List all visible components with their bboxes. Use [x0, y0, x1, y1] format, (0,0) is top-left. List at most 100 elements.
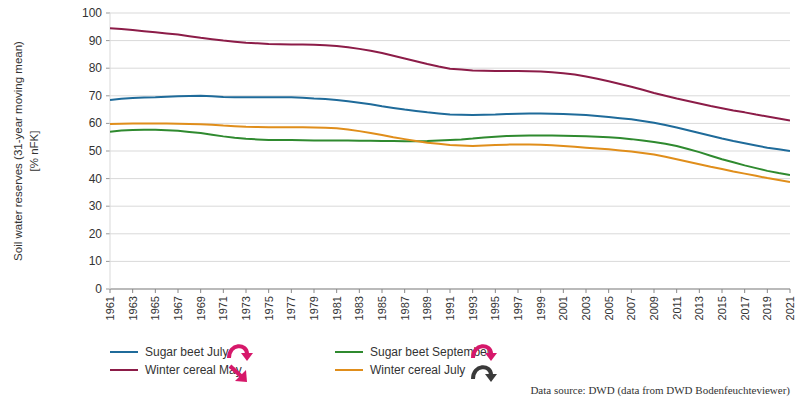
x-tick-label: 1985 — [376, 296, 388, 320]
legend-swatch — [110, 369, 138, 371]
x-tick — [336, 289, 337, 293]
x-tick — [268, 289, 269, 293]
x-tick-label: 2003 — [580, 296, 592, 320]
x-tick — [472, 289, 473, 293]
y-tick-label: 90 — [89, 34, 103, 48]
y-tick-label: 0 — [95, 282, 102, 296]
x-tick — [518, 289, 519, 293]
y-axis-label: Soil water reserves (31-year moving mean… — [12, 41, 24, 261]
y-tick — [106, 68, 110, 69]
x-tick — [722, 289, 723, 293]
x-tick — [495, 289, 496, 293]
x-tick-label: 2011 — [671, 296, 683, 320]
grid-line — [110, 233, 790, 234]
x-tick — [676, 289, 677, 293]
legend-label: Winter cereal July — [370, 363, 465, 377]
x-tick-label: 1975 — [263, 296, 275, 320]
legend-label: Sugar beet September — [370, 345, 491, 359]
x-tick-label: 1995 — [489, 296, 501, 320]
x-tick — [427, 289, 428, 293]
x-tick-label: 1981 — [331, 296, 343, 320]
grid-line — [110, 178, 790, 179]
legend-swatch — [335, 351, 363, 353]
x-tick — [608, 289, 609, 293]
x-tick — [404, 289, 405, 293]
x-tick — [132, 289, 133, 293]
series-line — [110, 28, 790, 120]
x-tick-label: 2005 — [603, 296, 615, 320]
x-tick — [155, 289, 156, 293]
x-tick-label: 1989 — [421, 296, 433, 320]
x-tick-label: 1963 — [127, 296, 139, 320]
chart: 0102030405060708090100196119631965196719… — [0, 0, 800, 400]
x-tick-label: 1997 — [512, 296, 524, 320]
y-tick-label: 20 — [89, 227, 103, 241]
x-tick — [790, 289, 791, 293]
grid-line — [110, 40, 790, 41]
x-tick — [314, 289, 315, 293]
x-tick — [246, 289, 247, 293]
y-tick-label: 50 — [89, 144, 103, 158]
x-tick-label: 2015 — [716, 296, 728, 320]
x-tick — [223, 289, 224, 293]
y-tick — [106, 178, 110, 179]
y-tick — [106, 289, 110, 290]
grid-line — [110, 206, 790, 207]
grid-line — [110, 13, 790, 14]
x-tick-label: 1971 — [217, 296, 229, 320]
grid-line — [110, 151, 790, 152]
series-line — [110, 123, 790, 182]
y-tick-label: 80 — [89, 61, 103, 75]
x-tick-label: 1999 — [535, 296, 547, 320]
y-tick-label: 10 — [89, 254, 103, 268]
x-tick — [631, 289, 632, 293]
x-tick-label: 1993 — [467, 296, 479, 320]
y-tick-label: 70 — [89, 89, 103, 103]
x-tick-label: 1979 — [308, 296, 320, 320]
x-tick — [382, 289, 383, 293]
series-line — [110, 96, 790, 151]
legend-label: Winter cereal May — [145, 363, 242, 377]
x-tick — [291, 289, 292, 293]
y-tick — [106, 95, 110, 96]
y-axis-line — [110, 13, 111, 289]
x-tick — [586, 289, 587, 293]
x-tick-label: 1987 — [399, 296, 411, 320]
x-tick-label: 1961 — [104, 296, 116, 320]
trend-icon — [230, 366, 247, 382]
grid-line — [110, 261, 790, 262]
y-tick-label: 60 — [89, 116, 103, 130]
y-tick — [106, 151, 110, 152]
x-tick-label: 1973 — [240, 296, 252, 320]
x-tick — [450, 289, 451, 293]
y-tick — [106, 206, 110, 207]
y-axis-label: [% nFK] — [28, 131, 40, 172]
x-tick-label: 1965 — [149, 296, 161, 320]
x-tick — [110, 289, 111, 293]
x-tick — [744, 289, 745, 293]
x-tick — [767, 289, 768, 293]
x-tick — [359, 289, 360, 293]
grid-line — [110, 123, 790, 124]
x-tick — [540, 289, 541, 293]
trend-icon — [473, 367, 497, 382]
x-tick — [200, 289, 201, 293]
x-tick-label: 2019 — [761, 296, 773, 320]
x-tick-label: 2013 — [693, 296, 705, 320]
x-tick-label: 2017 — [739, 296, 751, 320]
source-note: Data source: DWD (data from DWD Bodenfeu… — [530, 384, 790, 397]
x-tick — [178, 289, 179, 293]
trend-icon — [473, 346, 497, 361]
x-tick-label: 2001 — [557, 296, 569, 320]
y-tick-label: 40 — [89, 172, 103, 186]
x-tick-label: 1967 — [172, 296, 184, 320]
x-tick — [654, 289, 655, 293]
x-tick — [699, 289, 700, 293]
legend-label: Sugar beet July — [145, 345, 228, 359]
x-tick-label: 2007 — [625, 296, 637, 320]
trend-icon — [229, 346, 253, 361]
legend-swatch — [335, 369, 363, 371]
x-tick-label: 1983 — [353, 296, 365, 320]
y-tick — [106, 40, 110, 41]
y-tick — [106, 123, 110, 124]
